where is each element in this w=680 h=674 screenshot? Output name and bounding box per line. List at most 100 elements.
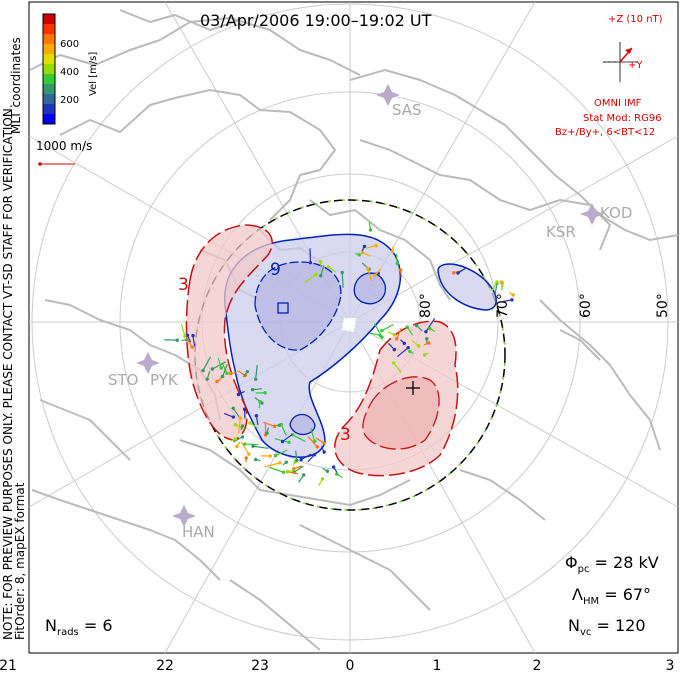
velocity-vector-line — [307, 436, 318, 448]
velocity-vector-dot — [313, 439, 317, 443]
velocity-vector-line — [280, 424, 287, 436]
velocity-vector-dot — [374, 243, 378, 248]
velocity-vector-dot — [240, 435, 245, 439]
velocity-vector-line — [240, 441, 250, 455]
mlt-label-1: 1 — [433, 658, 442, 674]
velocity-vector-dot — [263, 391, 267, 395]
latitude-labels: 80° 70° 60° 50° — [418, 293, 671, 318]
velocity-vector-dot — [253, 377, 258, 381]
velocity-vector-dot — [373, 273, 377, 277]
statistics: Φpc = 28 kV ΛHM = 67° Nvc = 120 Nrads = … — [45, 553, 659, 638]
velocity-vector-line — [263, 421, 275, 427]
velocity-vector-dot — [251, 444, 255, 448]
latitude-label-70: 70° — [495, 293, 511, 318]
colorbar-tick-600: 600 — [60, 39, 79, 50]
velocity-vector-dot — [315, 445, 320, 449]
station-sas: SAS — [376, 84, 422, 119]
velocity-vector-dot — [233, 422, 238, 427]
latitude-label-80: 80° — [418, 293, 434, 318]
pole-marker — [342, 318, 356, 332]
velocity-vector-dot — [244, 456, 248, 460]
imf-clock: +Z (10 nT) +Y OMNI IMF Stat Mod: RG96 Bz… — [555, 14, 663, 138]
contour-label-pos-1: 3 — [340, 425, 351, 445]
velocity-vector-dot — [240, 424, 245, 428]
coordinates-label: MLT coordinates — [9, 37, 23, 134]
velocity-vector-dot — [302, 473, 306, 477]
velocity-vector-dot — [245, 369, 250, 374]
velocity-vector-dot — [175, 338, 179, 342]
velocity-vector-dot — [392, 333, 396, 337]
velocity-vector-line — [282, 433, 293, 443]
velocity-vector-dot — [253, 457, 258, 462]
latitude-label-60: 60° — [578, 293, 594, 318]
velocity-vector-dot — [428, 326, 432, 331]
velocity-vector-dot — [290, 433, 295, 437]
velocity-vector-dot — [425, 337, 429, 341]
colorbar-cell — [43, 94, 55, 105]
velocity-vector-line — [255, 364, 258, 380]
velocity-vector-dot — [272, 424, 277, 429]
velocity-vector-dot — [231, 415, 236, 419]
velocity-vector-dot — [320, 477, 325, 481]
velocity-vector-dot — [308, 260, 313, 265]
velocity-vector-line — [264, 462, 281, 468]
station-ksr-label: KSR — [546, 223, 576, 241]
velocity-vector-dot — [511, 293, 515, 297]
velocity-vector-line — [275, 449, 288, 457]
imf-y-label: +Y — [628, 60, 643, 71]
velocity-vector-dot — [360, 250, 365, 255]
velocity-vector-dot — [210, 367, 215, 371]
velocity-vector-dot — [340, 270, 344, 275]
velocity-vector-dot — [398, 268, 403, 272]
colorbar-cell — [43, 44, 55, 55]
stations: SAS KOD KSR STO PYK HAN — [108, 84, 632, 541]
velocity-vectors — [164, 222, 515, 487]
velocity-vector-line — [304, 273, 317, 284]
colorbar-cell — [43, 34, 55, 45]
velocity-vector-dot — [225, 371, 229, 376]
velocity-vector-line — [393, 362, 402, 373]
mlt-label-2: 2 — [533, 658, 542, 674]
velocity-vector-line — [369, 332, 381, 336]
velocity-vector-dot — [406, 345, 410, 350]
velocity-vector-dot — [190, 345, 194, 349]
velocity-vector-line — [192, 335, 196, 347]
velocity-vector-dot — [242, 407, 247, 411]
velocity-vector-dot — [250, 387, 255, 392]
velocity-vector-dot — [185, 333, 190, 338]
velocity-vector-dot — [414, 323, 419, 328]
velocity-vector-line — [252, 445, 269, 449]
velocity-vector-dot — [238, 416, 243, 420]
velocity-vector-dot — [220, 374, 225, 379]
velocity-vector-dot — [510, 298, 514, 302]
velocity-vector-dot — [322, 441, 326, 445]
velocity-vector-dot — [405, 325, 409, 329]
velocity-vector-line — [185, 336, 193, 348]
velocity-vector-dot — [362, 244, 367, 249]
velocity-vector-dot — [495, 280, 499, 284]
velocity-vector-dot — [424, 329, 428, 334]
stat-nrads: Nrads = 6 — [45, 616, 113, 638]
negative-cell-inner — [254, 261, 342, 351]
velocity-vector-dot — [319, 274, 323, 278]
colorbar-label: Vel [m/s] — [88, 52, 99, 96]
positive-cell-inner — [362, 376, 440, 450]
velocity-vector-dot — [201, 368, 205, 373]
colorbar-cell — [43, 84, 55, 95]
velocity-vector-dot — [205, 377, 209, 381]
velocity-vector-line — [212, 361, 227, 370]
mlt-axis: 21 22 23 0 1 2 3 — [0, 658, 674, 674]
mlt-label-21: 21 — [0, 658, 17, 674]
velocity-vector-line — [457, 266, 468, 274]
velocity-vector-dot — [215, 379, 219, 384]
velocity-vector-dot — [243, 442, 247, 446]
velocity-vector-dot — [313, 272, 318, 277]
colorbar-cell — [43, 24, 55, 35]
mlt-label-3: 3 — [666, 658, 675, 674]
velocity-vector-dot — [456, 271, 460, 275]
velocity-vector-dot — [408, 349, 412, 354]
velocity-vector-dot — [416, 344, 421, 348]
velocity-vector-dot — [229, 371, 233, 376]
plot-frame — [28, 1, 679, 654]
imf-source: OMNI IMF — [594, 98, 642, 109]
